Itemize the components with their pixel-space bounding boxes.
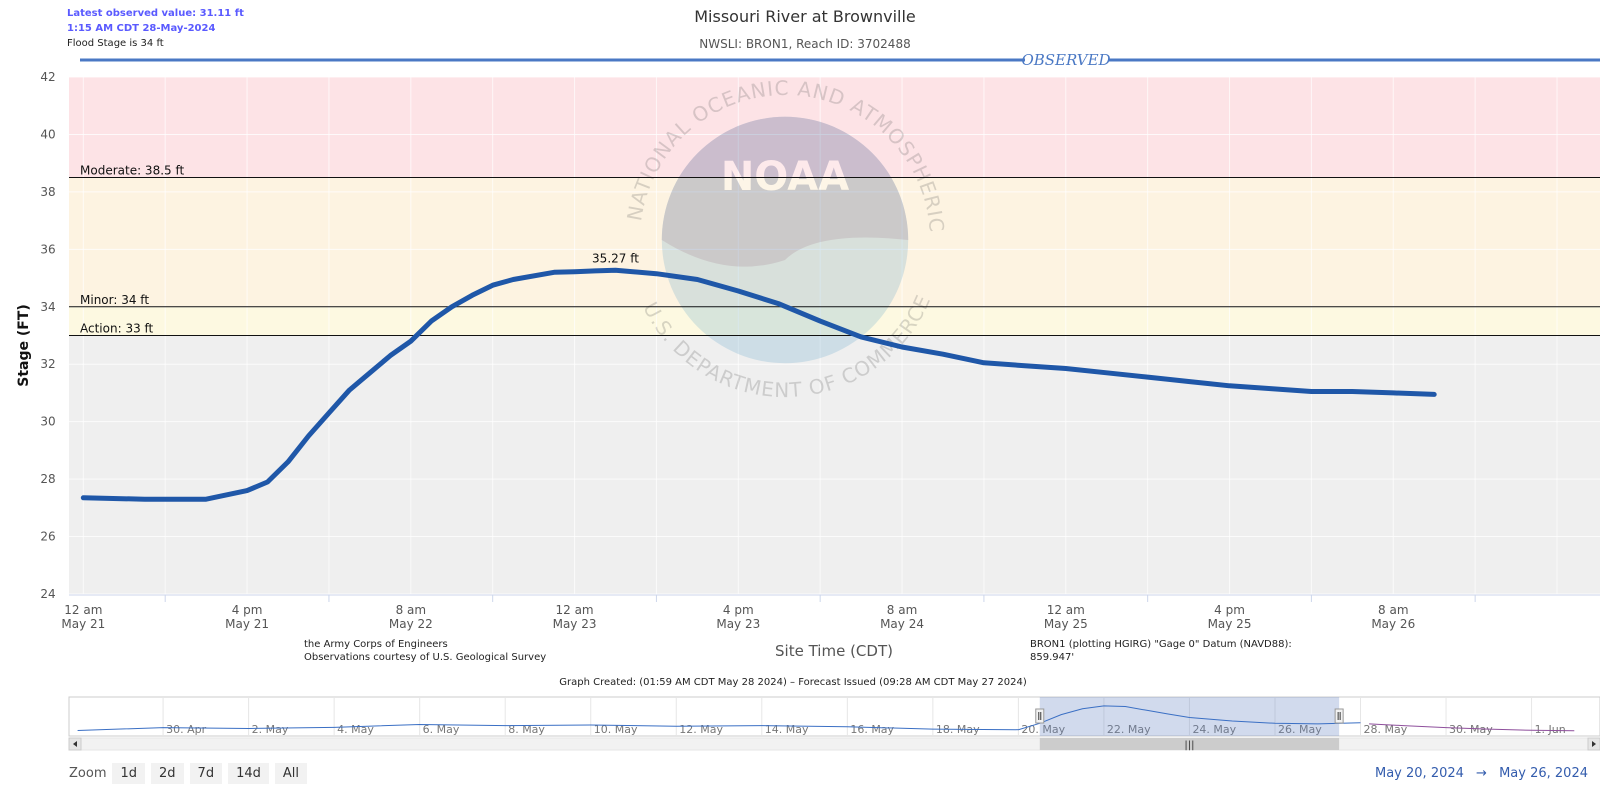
navigator-forecast-line [1369,723,1575,732]
navigator-selection [1039,697,1340,736]
zoom-2d-button[interactable]: 2d [151,763,184,784]
y-tick-label: 28 [40,472,55,486]
navigator-date-label: 4. May [337,723,374,736]
y-tick-label: 26 [40,530,55,544]
major-flood-band [69,77,1600,178]
zoom-label: Zoom [69,766,107,781]
x-tick-date: May 23 [553,617,597,631]
x-tick-time: 4 pm [232,603,263,617]
x-tick-time: 4 pm [1214,603,1245,617]
navigator-scrollbar-thumb [1039,738,1340,750]
navigator-date-label: 6. May [423,723,460,736]
latest-observed-value: Latest observed value: 31.11 ft [67,8,244,19]
moderate-flood-band [69,177,1600,307]
latest-observed-time: 1:15 AM CDT 28-May-2024 [67,23,216,34]
scroll-right-arrow-icon [1592,741,1596,747]
threshold-label: Action: 33 ft [80,322,154,336]
navigator-date-label: 28. May [1364,723,1408,736]
navigator-date-label: 26. May [1278,723,1322,736]
navigator-frame [68,696,1600,737]
navigator-date-label: 2. May [252,723,289,736]
zoom-7d-button[interactable]: 7d [189,763,223,784]
datum-note: BRON1 (plotting HGIRG) "Gage 0" Datum (N… [1030,639,1292,650]
observed-series[interactable]: 35.27 ft [80,251,1437,502]
scroll-left-arrow-icon [73,741,77,747]
watermark-noaa-text: NOAA [721,154,849,200]
y-tick-label: 40 [40,127,55,141]
navigator-date-label: 10. May [594,723,638,736]
x-tick-date: May 23 [716,617,760,631]
x-tick-time: 12 am [555,603,593,617]
flood-thresholds: Moderate: 38.5 ft Minor: 34 ft Action: 33 … [69,164,1600,336]
watermark-circle [661,116,909,364]
chart-titles: Missouri River at Brownville NWSLI: BRON1… [80,7,1600,688]
y-axis-title: Stage (FT) [16,304,32,387]
x-tick-date: May 24 [880,617,924,631]
y-tick-label: 24 [40,587,55,601]
navigator-date-label: 14. May [765,723,809,736]
datum-note: 859.947' [1030,652,1074,663]
navigator-scrollbar-track [68,737,1600,751]
x-tick-date: May 26 [1371,617,1415,631]
observed-stage-line [80,267,1437,502]
zoom-all-button[interactable]: All [274,763,307,784]
x-tick-date: May 25 [1044,617,1088,631]
range-separator: → [1476,766,1487,781]
navigator-date-label: 1. Jun [1535,723,1566,736]
normal-band [69,335,1600,594]
zoom-1d-button[interactable]: 1d [112,763,146,784]
navigator-observed-line [77,705,1361,731]
navigator-date-label: 22. May [1107,723,1151,736]
navigator-date-label: 30. Apr [166,723,206,736]
x-tick-time: 12 am [1047,603,1085,617]
x-axis-title: Site Time (CDT) [775,642,893,660]
peak-label: 35.27 ft [592,251,639,265]
navigator-date-label: 30. May [1449,723,1493,736]
navigator-left-handle [1035,708,1045,724]
x-tick-date: May 25 [1208,617,1252,631]
action-band [69,306,1600,336]
navigator-date-label: 16. May [850,723,894,736]
navigator-date-label: 8. May [508,723,545,736]
zoom-14d-button[interactable]: 14d [228,763,269,784]
footer-note: Observations courtesy of U.S. Geological… [304,652,546,663]
y-tick-label: 32 [40,357,55,371]
x-tick-date: May 21 [225,617,269,631]
x-tick-time: 4 pm [723,603,754,617]
x-tick-time: 8 am [396,603,427,617]
zoom-bar: Zoom 1d 2d 7d 14d All [69,763,307,784]
navigator-date-label: 24. May [1192,723,1236,736]
range-to[interactable]: May 26, 2024 [1499,766,1588,781]
navigator-right-handle [1334,708,1344,724]
scrollbar-grip-icon: ||| [1184,740,1194,751]
y-tick-label: 36 [40,242,55,256]
footer-note: the Army Corps of Engineers [304,639,448,650]
x-tick-time: 8 am [887,603,918,617]
y-tick-label: 42 [40,70,55,84]
navigator-date-label: 20. May [1021,723,1065,736]
date-range-display[interactable]: May 20, 2024 → May 26, 2024 [1371,766,1592,781]
stage-bands [69,77,1600,594]
threshold-label: Minor: 34 ft [80,293,149,307]
y-tick-label: 30 [40,415,55,429]
navigator[interactable]: 30. Apr 2. May 4. May 6. May 8. May 10. May 12… [68,696,1600,751]
navigator-date-label: 12. May [679,723,723,736]
watermark-bird [661,116,909,267]
graph-created-note: Graph Created: (01:59 AM CDT May 28 2024… [559,677,1027,688]
observed-section-label: OBSERVED [1021,51,1110,69]
x-tick-time: 12 am [64,603,102,617]
y-tick-label: 34 [40,300,55,314]
x-tick-date: May 22 [389,617,433,631]
flood-stage-note: Flood Stage is 34 ft [67,38,164,49]
chart-subtitle: NWSLI: BRON1, Reach ID: 3702488 [699,37,910,51]
y-tick-label: 38 [40,185,55,199]
threshold-label: Moderate: 38.5 ft [80,164,184,178]
chart-title: Missouri River at Brownville [694,7,916,26]
x-tick-date: May 21 [61,617,105,631]
range-from[interactable]: May 20, 2024 [1375,766,1464,781]
x-tick-time: 8 am [1378,603,1409,617]
